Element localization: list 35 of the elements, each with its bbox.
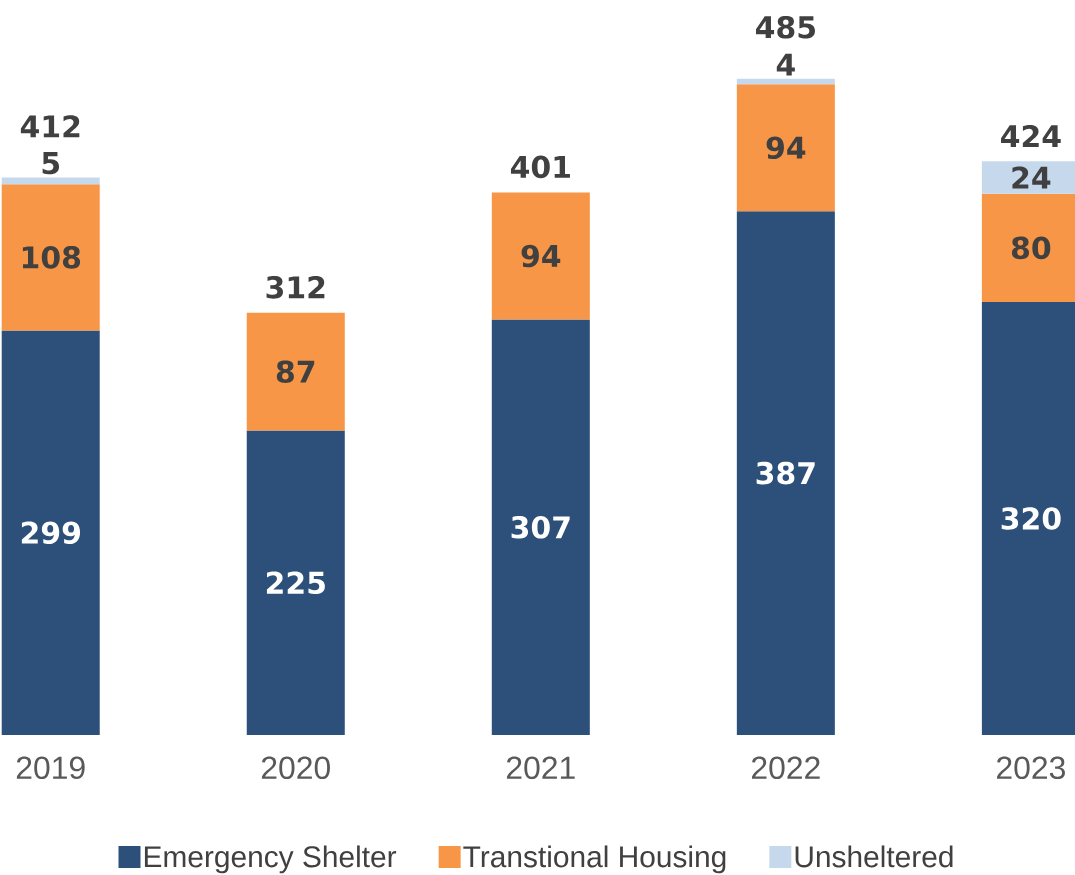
legend-label: Emergency Shelter	[144, 845, 397, 874]
bar	[1, 330, 100, 735]
total-label: 424	[1001, 124, 1061, 148]
bar	[246, 430, 345, 735]
total-label: 412	[20, 115, 80, 138]
bar	[736, 211, 835, 735]
total-label: 312	[266, 276, 325, 299]
data-label: 387	[756, 461, 815, 485]
data-label: 94	[521, 244, 561, 268]
x-tick-label: 2022	[751, 756, 820, 780]
bar	[736, 84, 835, 212]
data-label: 87	[276, 360, 315, 383]
bar	[736, 78, 835, 85]
data-label: 80	[1011, 236, 1051, 260]
bar	[491, 192, 590, 320]
data-label: 24	[1012, 166, 1051, 189]
data-label: 299	[21, 521, 81, 545]
total-label: 401	[510, 155, 570, 179]
bar	[491, 319, 590, 735]
bar	[1, 184, 100, 331]
x-tick-label: 2023	[997, 756, 1065, 780]
total-label: 485	[755, 15, 815, 39]
data-label: 5	[42, 152, 60, 175]
x-tick-label: 2019	[16, 756, 85, 780]
data-label: 4	[776, 53, 795, 76]
data-label: 94	[766, 136, 806, 160]
data-label: 225	[266, 571, 325, 595]
legend-label: Transtional Housing	[463, 845, 726, 874]
data-label: 320	[1001, 507, 1061, 530]
bar	[246, 312, 345, 431]
data-label: 108	[22, 246, 81, 269]
x-tick-label: 2020	[261, 756, 330, 780]
x-tick-label: 2021	[506, 756, 575, 780]
legend-label: Unsheltered	[795, 845, 953, 868]
data-label: 307	[511, 515, 570, 539]
